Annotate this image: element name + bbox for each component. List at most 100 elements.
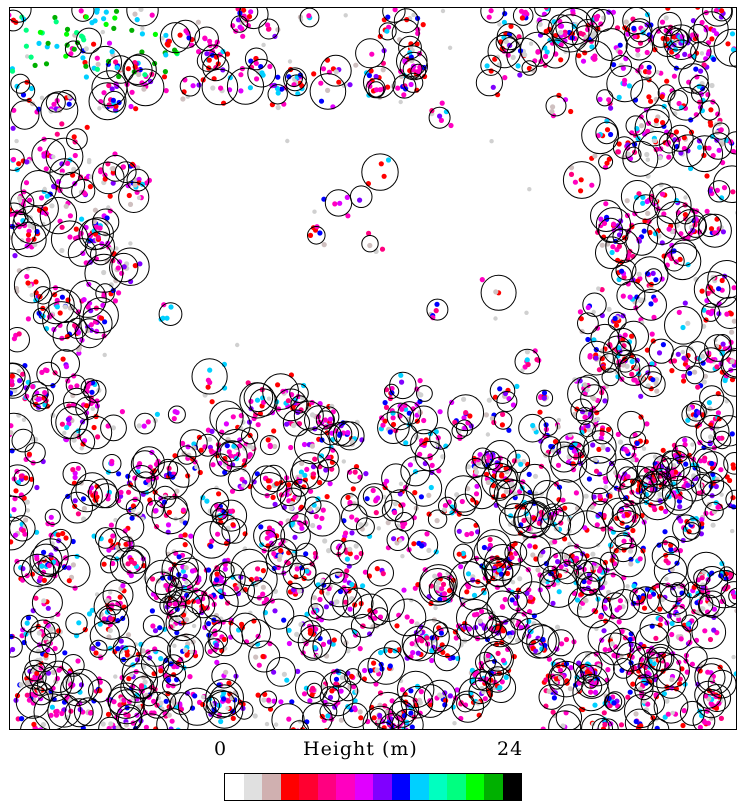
height-point [439,586,445,592]
height-point [63,535,69,541]
height-point [307,506,313,512]
height-point [367,242,373,249]
height-point [711,627,717,633]
height-point [611,700,617,706]
tree-crown [179,75,201,97]
tree-crown [381,499,404,522]
height-point [43,166,49,172]
height-point [663,15,669,21]
height-point [611,62,617,68]
height-point [106,40,113,46]
height-point [87,710,94,716]
height-point [440,581,447,588]
height-point [224,443,230,449]
height-point [271,698,277,704]
height-point [16,368,21,374]
tree-crown [606,65,644,103]
tree-crown [572,651,603,681]
height-point [24,679,31,686]
height-point [131,560,138,566]
height-point [214,577,220,583]
height-point [434,584,440,591]
height-point [214,571,220,577]
tree-crown [318,406,340,428]
height-point [353,62,359,68]
tree-crown [50,349,81,379]
height-point [25,316,31,322]
height-point [284,421,290,427]
height-point [325,713,331,719]
height-point [265,22,271,28]
height-point [657,606,663,612]
height-point [546,688,552,695]
height-point [526,471,532,477]
height-point [615,149,621,155]
tree-crown [21,553,55,587]
height-point [541,395,547,401]
height-point [522,52,528,58]
height-point [683,461,689,467]
height-point [524,310,529,315]
height-point [220,48,226,55]
height-point [708,226,715,232]
height-point [627,248,633,254]
height-point [172,453,178,459]
height-point [650,270,656,276]
height-point [65,416,71,423]
tree-crown [551,658,567,674]
height-point [12,532,19,538]
height-point [608,131,614,138]
height-point [659,94,665,100]
height-point [633,711,639,717]
height-point [382,400,388,406]
tree-crown [304,500,341,537]
tree-crown [671,134,705,167]
height-point [45,605,51,611]
height-point [454,687,460,693]
height-point [669,631,675,638]
height-point [708,358,714,364]
height-point [95,434,101,440]
height-point [435,580,441,586]
height-point [215,531,221,537]
height-point [598,614,604,620]
height-point [132,263,138,269]
height-point [25,280,31,286]
height-point [682,105,689,111]
height-point [180,440,186,446]
tree-crown [370,607,389,626]
height-point [174,409,180,416]
height-point [272,443,278,450]
height-point [261,42,266,48]
height-point [579,409,586,415]
tree-crown [28,662,58,691]
height-point [54,675,61,682]
height-point [351,684,357,690]
tree-crown [57,554,91,588]
height-point [354,419,360,425]
height-point [497,22,502,27]
height-point [206,57,212,63]
tree-crown [251,465,282,496]
height-point [530,552,536,558]
height-point [651,661,657,667]
tree-crown [639,613,670,644]
height-point [464,589,470,595]
height-point [157,625,163,631]
height-point [333,69,339,75]
height-point [41,549,47,556]
tree-crown [297,625,332,659]
tree-crown [61,491,93,524]
height-point [32,62,38,68]
height-point [725,41,731,47]
height-point [380,422,386,428]
height-point [56,667,62,673]
height-point [196,49,202,55]
height-point [601,220,608,226]
height-point [612,315,618,322]
height-point [735,496,736,500]
height-point [60,530,66,537]
height-point [730,47,736,53]
height-point [166,677,172,683]
height-point [347,82,353,88]
